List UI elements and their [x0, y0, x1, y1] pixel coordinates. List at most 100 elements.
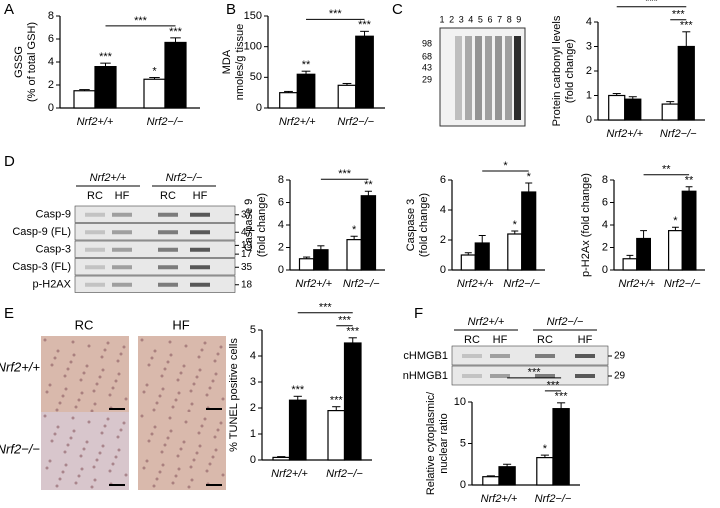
nucleus: [58, 477, 62, 481]
y-axis-label: % TUNEL positive cells: [228, 338, 240, 452]
blot-smear: [475, 36, 482, 120]
nucleus: [69, 360, 73, 364]
nucleus: [117, 448, 121, 452]
nucleus: [142, 390, 146, 394]
bar: [313, 249, 329, 271]
nucleus: [216, 428, 220, 432]
y-tick-label: 150: [244, 10, 262, 22]
significance-star: *: [152, 65, 157, 77]
nucleus: [45, 466, 49, 470]
bar: [288, 399, 307, 461]
y-tick-label: 0: [460, 479, 466, 491]
significance-star: *: [527, 171, 532, 183]
nucleus: [208, 386, 212, 390]
bar: [536, 457, 554, 486]
nucleus: [74, 405, 78, 409]
nucleus: [82, 447, 86, 451]
condition-label: HF: [115, 190, 130, 202]
bar: [482, 476, 500, 486]
bar: [296, 73, 316, 109]
significance-star: ***: [680, 20, 694, 32]
significance-star: *: [513, 219, 518, 231]
bar: [94, 65, 117, 109]
nucleus: [80, 467, 84, 471]
nucleus: [147, 363, 151, 367]
row-label: nHMGB1: [403, 370, 448, 382]
y-tick-label: 3: [586, 40, 592, 52]
nucleus: [158, 470, 162, 474]
bar: [298, 258, 315, 271]
nucleus: [100, 431, 104, 435]
nucleus: [166, 436, 170, 440]
nucleus: [187, 409, 191, 413]
y-tick-label: 0: [440, 264, 446, 276]
nucleus: [176, 378, 180, 382]
lane-label: 8: [507, 14, 512, 24]
lane-label: 7: [497, 14, 502, 24]
nucleus: [108, 469, 112, 473]
y-tick-label: 4: [602, 219, 608, 231]
bracket-label: ***: [134, 15, 148, 27]
y-axis-label: (fold change): [564, 39, 576, 103]
lane-label: 3: [459, 14, 464, 24]
significance-star: ***: [346, 326, 360, 338]
blot-smear: [465, 36, 472, 120]
y-tick-label: 4: [586, 16, 592, 28]
y-axis-label: MDA: [221, 49, 233, 74]
x-tick-label: Nrf2−/−: [660, 128, 697, 140]
nucleus: [158, 394, 162, 398]
nucleus: [150, 356, 154, 360]
nucleus: [116, 359, 120, 363]
nucleus: [140, 414, 144, 418]
bracket-label: **: [662, 164, 671, 176]
nucleus: [205, 393, 209, 397]
nucleus: [150, 432, 154, 436]
y-tick-label: 100: [244, 41, 262, 53]
nucleus: [163, 367, 167, 371]
nucleus: [64, 387, 68, 391]
nucleus: [108, 393, 112, 397]
blot-image: [439, 27, 526, 127]
blot-band: [158, 212, 178, 217]
bar: [355, 35, 374, 109]
blot-band: [158, 265, 178, 270]
nucleus: [101, 368, 105, 372]
micrograph: [138, 412, 226, 490]
condition-label: RC: [160, 190, 176, 202]
micrograph: [41, 412, 129, 490]
group-label: Nrf2+/+: [468, 316, 505, 328]
blot-band: [575, 374, 595, 378]
nucleus: [176, 454, 180, 458]
nucleus: [155, 477, 159, 481]
condition-label: HF: [578, 334, 593, 346]
blot-smear: [485, 36, 492, 120]
nucleus: [48, 459, 52, 463]
mw-label: 17: [241, 249, 253, 260]
mw-label: 29: [614, 351, 626, 362]
nucleus: [221, 397, 225, 401]
lane-label: 5: [478, 14, 483, 24]
y-tick-label: 2: [278, 241, 284, 253]
nucleus: [122, 345, 126, 349]
nucleus: [90, 485, 94, 489]
bracket-label: ***: [672, 9, 686, 21]
nucleus: [211, 455, 215, 459]
nucleus: [200, 348, 204, 352]
nucleus: [43, 414, 47, 418]
nucleus: [72, 353, 76, 357]
blot-band: [158, 230, 178, 235]
condition-label: HF: [493, 334, 508, 346]
bar: [636, 237, 651, 271]
y-tick-label: 2: [602, 241, 608, 253]
nucleus: [163, 443, 167, 447]
nucleus: [168, 416, 172, 420]
bar: [474, 242, 490, 271]
bar: [327, 410, 346, 461]
nucleus: [179, 447, 183, 451]
significance-star: **: [685, 175, 694, 187]
nucleus: [55, 408, 59, 412]
nucleus: [61, 394, 65, 398]
bar: [624, 98, 642, 121]
group-label: Nrf2−/−: [547, 316, 584, 328]
blot-band: [190, 265, 210, 270]
